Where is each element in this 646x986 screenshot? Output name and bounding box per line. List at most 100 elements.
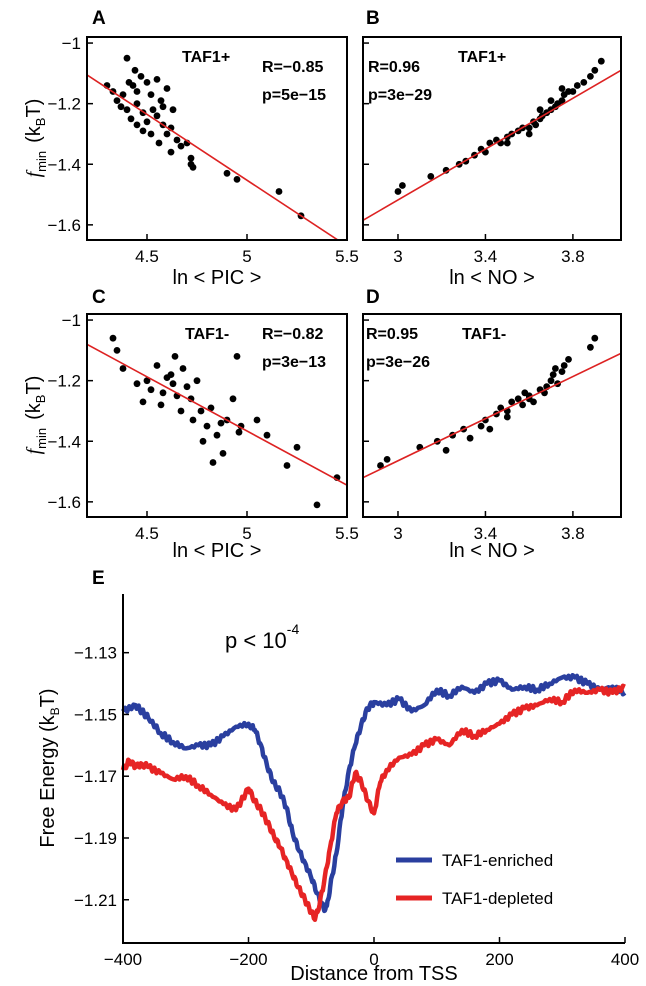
panel-c-letter: C	[92, 287, 106, 308]
panel-a-point	[143, 79, 151, 86]
panel-b-point	[558, 97, 566, 104]
panel-a-point	[187, 154, 195, 162]
panel-e-legend: TAF1-enriched TAF1-depleted	[396, 851, 553, 908]
panel-a-point	[123, 106, 131, 114]
panel-c-point	[109, 334, 117, 342]
panel-c-xtick-label: 5	[242, 524, 251, 543]
panel-a-point	[177, 142, 185, 150]
panel-a-point	[119, 91, 127, 98]
panel-a-ylabel-sub: min	[34, 151, 49, 172]
panel-c-ylabel-unit: (k	[23, 402, 45, 420]
panel-a-point	[123, 54, 131, 62]
panel-e-annotation: p < 10-4	[225, 621, 299, 653]
panel-e-ylabel: Free Energy (kBT)	[37, 688, 62, 847]
panel-c-ylabel-unit-end: T)	[23, 376, 45, 395]
panel-a-point	[275, 188, 283, 195]
series-enriched-line	[121, 672, 627, 914]
panel-d-point	[477, 422, 485, 430]
panel-a-xtick-label: 5	[242, 247, 251, 266]
panel-c-point	[229, 395, 237, 403]
panel-e: E p < 10-4 TAF1-enriched TAF1-depleted −…	[37, 568, 639, 985]
panel-c-point	[207, 404, 215, 412]
panel-a-ylabel-main: f	[23, 169, 45, 177]
panel-b-point	[597, 57, 605, 65]
panel-c-point	[199, 437, 207, 445]
panel-d-point	[508, 398, 516, 406]
panel-c-point	[147, 386, 155, 394]
panel-b-xtick-label: 3.4	[474, 247, 498, 266]
panel-c-point	[189, 416, 197, 424]
panel-c-xtick-label: 5.5	[335, 524, 359, 543]
panel-b-stat-p: p=3e−29	[368, 87, 432, 104]
panel-c-point	[293, 443, 301, 451]
panel-a-point	[131, 66, 139, 74]
panel-b-point	[547, 97, 555, 104]
panel-a-ylabel-unit-end: T)	[23, 99, 45, 118]
panel-a-point	[155, 139, 163, 147]
panel-d-point	[466, 434, 474, 442]
panel-a-ylabel-unit: (k	[23, 125, 45, 143]
panel-d-point	[442, 446, 450, 454]
panel-d-point	[497, 404, 505, 412]
panel-b-stat-r: R=0.96	[368, 59, 420, 76]
series-depleted-line	[120, 683, 626, 923]
panel-e-xtick-label: −200	[229, 950, 267, 969]
panel-a-point	[147, 130, 155, 138]
panel-c-point	[209, 459, 217, 466]
panel-c-ytick-label: −1	[62, 311, 81, 330]
panel-c-point	[233, 353, 241, 360]
panel-e-ylabel-end: T)	[37, 688, 59, 707]
panel-a-point	[117, 103, 125, 111]
panel-d-point	[383, 456, 391, 463]
panel-c-xlabel: ln < PIC >	[173, 540, 262, 562]
panel-e-letter: E	[92, 568, 105, 589]
panel-e-xtick-label: 200	[485, 950, 513, 969]
panel-c-point	[217, 419, 225, 427]
panel-a-stat-r: R=−0.85	[262, 59, 323, 76]
panel-c-point	[183, 383, 191, 391]
panel-c-point	[171, 353, 179, 360]
panel-d-point	[565, 356, 572, 363]
panel-a-xlabel: ln < PIC >	[173, 267, 262, 289]
panel-b-point	[580, 79, 588, 86]
legend-label-enriched: TAF1-enriched	[442, 851, 553, 870]
panel-c-point	[283, 462, 291, 469]
panel-c-ylabel-main: f	[23, 446, 45, 454]
panel-b-xtick-label: 3.8	[561, 247, 585, 266]
panel-a: A TAF1+ R=−0.85 p=5e−15 4.5 5 5.5 −1 −1.2 −1.…	[23, 8, 359, 289]
panel-c-point	[263, 431, 271, 439]
panel-d-letter: D	[366, 287, 380, 308]
panel-a-point	[167, 148, 175, 156]
panel-c-fit-line	[87, 343, 347, 486]
panel-e-ytick-label: −1.21	[74, 891, 117, 910]
panel-a-point	[157, 97, 165, 104]
legend-label-depleted: TAF1-depleted	[442, 889, 553, 908]
panel-a-point	[125, 79, 133, 86]
panel-d-point	[514, 395, 522, 403]
panel-c-ytick-label: −1.4	[47, 432, 81, 451]
panel-d-point	[549, 371, 557, 378]
panel-c-ylabel-unit-sub: B	[33, 395, 48, 404]
panel-a-point	[149, 106, 157, 114]
panel-e-ytick-label: −1.19	[74, 829, 117, 848]
panel-c-point	[157, 401, 165, 409]
panel-c-point	[203, 422, 211, 430]
panel-b-point	[532, 121, 540, 129]
panel-b: B R=0.96 p=3e−29 TAF1+ 3 3.4 3.8 ln < NO >	[362, 8, 622, 289]
panel-c-point	[133, 380, 141, 388]
panel-b-point	[587, 73, 594, 80]
panel-a-point	[233, 176, 241, 183]
panel-b-point	[442, 166, 450, 174]
panel-e-ylabel-sub: B	[48, 707, 62, 715]
panel-a-frame	[86, 36, 348, 241]
panel-a-ytick-label: −1.6	[47, 216, 81, 235]
panel-d-point	[560, 362, 568, 369]
panel-c-point	[139, 398, 147, 406]
panel-d-point	[503, 413, 511, 421]
panel-a-ylabel: fmin (kBT)	[23, 99, 49, 178]
panel-c-point	[153, 362, 161, 369]
panel-a-point	[127, 115, 135, 123]
panel-d-xtick-label: 3.4	[474, 524, 498, 543]
panel-c-label: TAF1-	[185, 326, 229, 343]
